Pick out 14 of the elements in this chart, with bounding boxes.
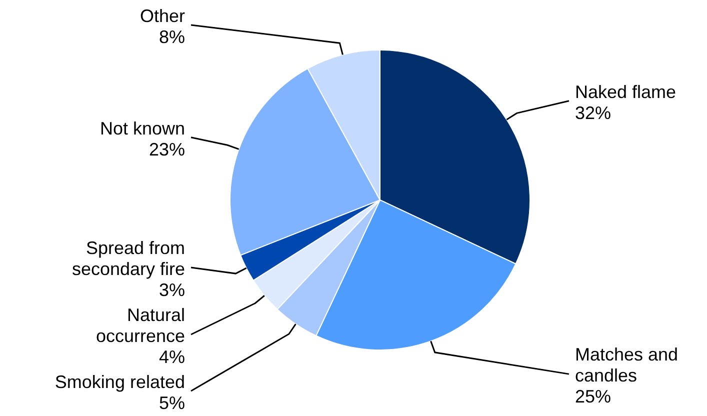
slice-label: Matches and candles bbox=[575, 344, 678, 386]
data-label: 5% bbox=[158, 393, 185, 413]
data-label: 25% bbox=[575, 386, 612, 407]
slice-label: Other bbox=[140, 6, 185, 26]
slice-label: Naked flame bbox=[575, 82, 676, 102]
slice-label: Smoking related bbox=[54, 372, 185, 392]
data-label: 3% bbox=[158, 280, 185, 300]
data-label: 8% bbox=[158, 27, 185, 47]
slice-label: Natural occurrence bbox=[96, 305, 185, 346]
data-label: 23% bbox=[148, 139, 185, 160]
slice-label: Spread from secondary fire bbox=[72, 238, 185, 279]
data-label: 32% bbox=[575, 102, 612, 123]
data-label: 4% bbox=[158, 347, 185, 367]
slice-label: Not known bbox=[100, 118, 185, 138]
